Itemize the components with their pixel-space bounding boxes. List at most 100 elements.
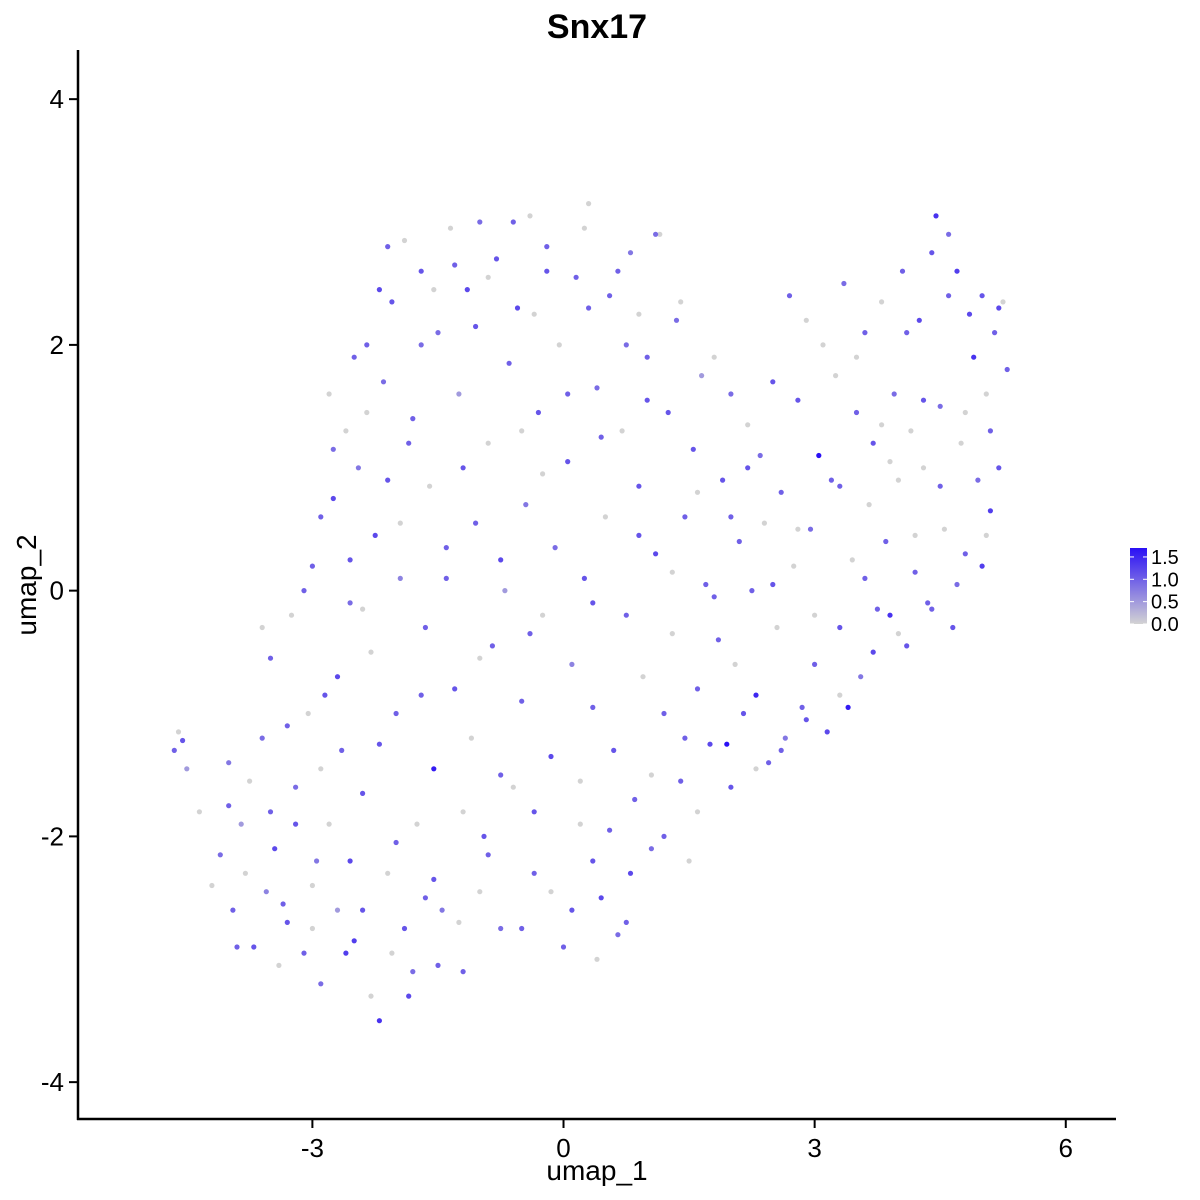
data-point-272 bbox=[920, 397, 927, 403]
data-point-22 bbox=[314, 858, 320, 864]
data-point-226 bbox=[895, 631, 902, 637]
data-point-261 bbox=[623, 342, 629, 348]
data-point-136 bbox=[791, 563, 797, 569]
data-point-109 bbox=[678, 778, 684, 784]
data-point-33 bbox=[360, 790, 366, 797]
data-point-79 bbox=[552, 545, 558, 551]
data-point-302 bbox=[623, 919, 629, 926]
data-point-94 bbox=[615, 932, 621, 938]
data-point-117 bbox=[711, 354, 717, 360]
data-point-92 bbox=[607, 293, 613, 299]
x-tick-label-2: 3 bbox=[807, 1133, 821, 1163]
data-point-160 bbox=[891, 391, 897, 397]
data-point-163 bbox=[904, 643, 910, 649]
data-point-97 bbox=[627, 250, 634, 256]
data-point-63 bbox=[485, 440, 491, 446]
data-point-192 bbox=[343, 950, 349, 956]
data-point-167 bbox=[920, 465, 927, 471]
data-point-290 bbox=[209, 882, 215, 889]
data-point-213 bbox=[519, 925, 525, 932]
data-point-171 bbox=[937, 403, 943, 409]
data-point-135 bbox=[786, 293, 793, 299]
data-point-257 bbox=[406, 440, 412, 446]
data-point-46 bbox=[414, 821, 420, 827]
data-point-293 bbox=[280, 901, 286, 907]
data-point-182 bbox=[983, 391, 989, 397]
data-point-60 bbox=[473, 520, 479, 526]
data-point-158 bbox=[883, 538, 889, 545]
data-point-248 bbox=[347, 557, 353, 563]
legend-label-2: 1.0 bbox=[1151, 569, 1179, 591]
data-point-176 bbox=[958, 440, 964, 446]
data-point-193 bbox=[368, 993, 374, 999]
data-point-188 bbox=[996, 305, 1002, 311]
data-point-285 bbox=[711, 594, 717, 600]
data-point-183 bbox=[987, 508, 994, 514]
data-point-47 bbox=[418, 268, 424, 274]
data-point-15 bbox=[276, 962, 282, 969]
data-point-250 bbox=[443, 575, 449, 582]
data-point-180 bbox=[975, 477, 981, 483]
data-point-42 bbox=[397, 575, 403, 582]
data-point-53 bbox=[443, 545, 449, 551]
data-point-44 bbox=[406, 993, 412, 999]
data-point-4 bbox=[196, 809, 202, 815]
data-point-190 bbox=[234, 944, 240, 950]
legend-ticks: 0.00.51.01.5 bbox=[1130, 547, 1179, 636]
data-point-153 bbox=[862, 330, 868, 336]
data-point-206 bbox=[544, 268, 550, 274]
data-point-159 bbox=[887, 612, 893, 618]
data-point-294 bbox=[309, 925, 315, 932]
data-point-87 bbox=[586, 201, 592, 207]
data-point-146 bbox=[833, 373, 839, 379]
data-point-198 bbox=[385, 477, 391, 483]
data-point-39 bbox=[385, 870, 391, 876]
data-point-178 bbox=[966, 311, 973, 317]
data-point-232 bbox=[393, 839, 399, 846]
data-point-179 bbox=[971, 354, 977, 360]
data-point-186 bbox=[1000, 299, 1006, 305]
data-point-207 bbox=[581, 225, 588, 231]
data-point-107 bbox=[669, 631, 675, 637]
data-point-129 bbox=[761, 520, 768, 526]
data-point-161 bbox=[895, 477, 902, 483]
data-point-14 bbox=[272, 846, 278, 852]
data-point-143 bbox=[820, 342, 826, 348]
data-point-244 bbox=[527, 631, 533, 637]
data-point-86 bbox=[581, 575, 588, 582]
data-point-174 bbox=[950, 624, 956, 631]
data-point-65 bbox=[493, 256, 500, 262]
data-point-201 bbox=[376, 287, 382, 293]
data-point-81 bbox=[560, 944, 567, 950]
data-point-200 bbox=[351, 354, 357, 360]
data-point-19 bbox=[301, 950, 307, 956]
data-point-256 bbox=[364, 409, 370, 416]
data-point-237 bbox=[577, 778, 583, 784]
data-point-194 bbox=[401, 925, 408, 932]
data-point-235 bbox=[498, 772, 504, 778]
data-point-209 bbox=[636, 311, 642, 317]
data-point-274 bbox=[987, 428, 994, 434]
data-point-297 bbox=[422, 895, 428, 901]
data-point-131 bbox=[770, 379, 776, 385]
data-point-88 bbox=[590, 704, 596, 711]
data-point-156 bbox=[874, 606, 881, 612]
data-point-279 bbox=[937, 483, 943, 489]
data-point-304 bbox=[682, 735, 688, 741]
data-point-3 bbox=[175, 729, 182, 735]
data-point-154 bbox=[866, 502, 872, 508]
data-point-62 bbox=[481, 833, 487, 840]
data-point-296 bbox=[389, 950, 395, 956]
data-point-48 bbox=[422, 624, 428, 631]
data-point-35 bbox=[368, 649, 374, 655]
data-point-303 bbox=[648, 772, 655, 778]
data-point-9 bbox=[242, 870, 248, 876]
data-point-64 bbox=[489, 643, 495, 649]
data-point-264 bbox=[431, 287, 437, 293]
x-axis-label: umap_1 bbox=[546, 1155, 647, 1186]
data-point-253 bbox=[598, 434, 604, 440]
data-point-0 bbox=[171, 747, 177, 754]
data-point-16 bbox=[284, 919, 290, 926]
data-point-233 bbox=[431, 876, 437, 883]
data-point-177 bbox=[962, 551, 968, 557]
